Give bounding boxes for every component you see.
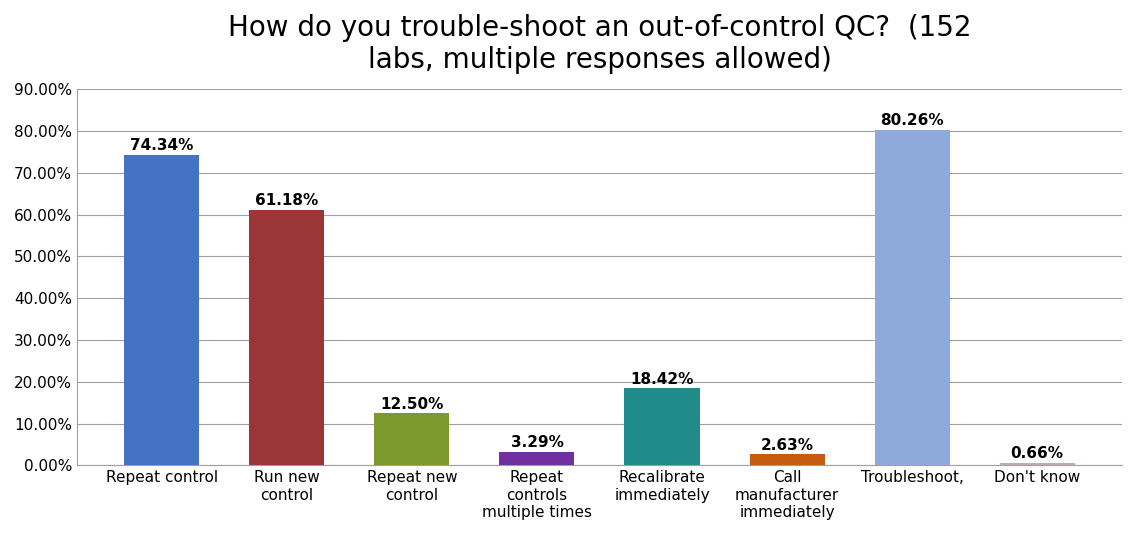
Bar bbox=[625, 388, 700, 466]
Text: 0.66%: 0.66% bbox=[1011, 446, 1063, 461]
Bar bbox=[375, 413, 450, 466]
Text: 74.34%: 74.34% bbox=[131, 138, 193, 153]
Text: 61.18%: 61.18% bbox=[256, 193, 318, 208]
Text: 3.29%: 3.29% bbox=[510, 435, 563, 450]
Bar bbox=[500, 452, 575, 466]
Title: How do you trouble-shoot an out-of-control QC?  (152
labs, multiple responses al: How do you trouble-shoot an out-of-contr… bbox=[227, 14, 971, 74]
Bar bbox=[124, 155, 200, 466]
Text: 12.50%: 12.50% bbox=[381, 397, 444, 412]
Bar bbox=[1000, 462, 1075, 466]
Text: 2.63%: 2.63% bbox=[760, 438, 813, 453]
Bar bbox=[875, 130, 950, 466]
Bar bbox=[250, 210, 325, 466]
Text: 80.26%: 80.26% bbox=[880, 113, 944, 128]
Text: 18.42%: 18.42% bbox=[630, 372, 694, 387]
Bar bbox=[750, 454, 825, 466]
